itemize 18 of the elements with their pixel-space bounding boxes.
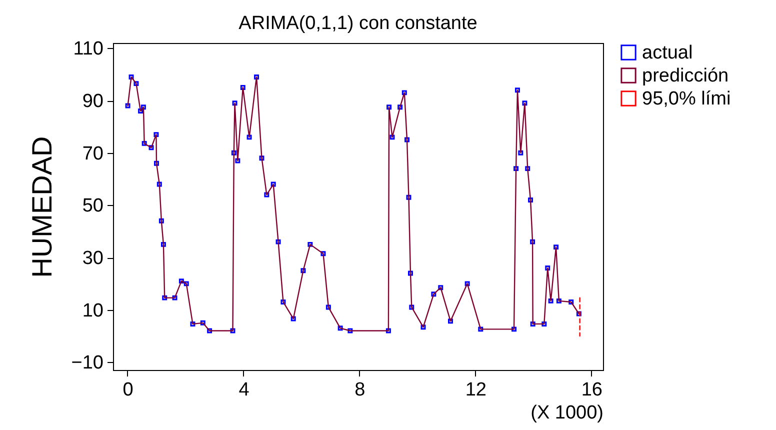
legend-label: 95,0% lími [642, 88, 731, 110]
y-tick-label: 90 [82, 91, 104, 112]
y-axis-title: HUMEDAD [26, 136, 58, 278]
y-tick-label: 10 [82, 300, 104, 322]
y-tick-label: 70 [82, 143, 104, 164]
legend-label: predicción [642, 66, 729, 86]
x-tick-label: 12 [465, 380, 486, 400]
y-tick-label: 50 [82, 196, 104, 217]
y-tick-label: 110 [73, 38, 104, 60]
x-axis-title: (X 1000) [530, 402, 604, 424]
y-tick-label: 30 [82, 248, 104, 270]
x-tick-label: 16 [581, 380, 602, 400]
legend-label: actual [642, 42, 693, 64]
chart-title: ARIMA(0,1,1) con constante [238, 13, 478, 34]
x-tick-label: 4 [238, 380, 250, 400]
x-tick-label: 0 [122, 380, 134, 400]
y-tick-label: −10 [71, 352, 104, 374]
x-tick-label: 8 [354, 380, 366, 400]
